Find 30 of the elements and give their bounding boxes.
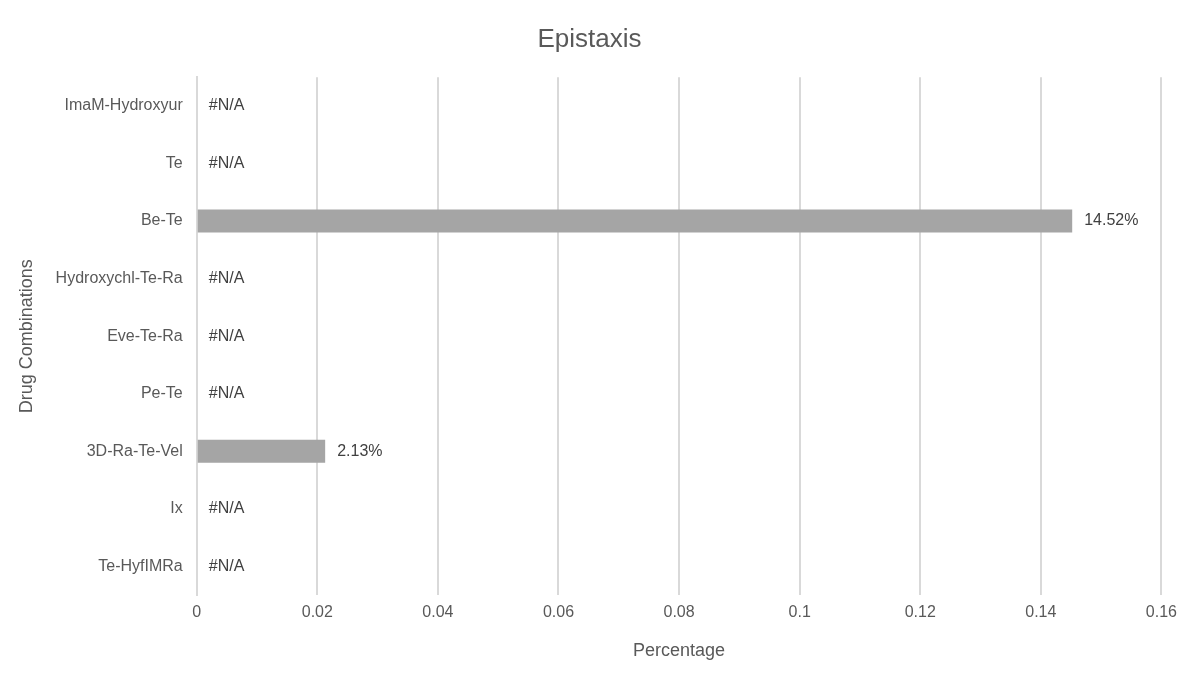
x-tick-label: 0 xyxy=(192,603,202,621)
y-tick-label: Pe-Te xyxy=(140,384,183,402)
x-tick-label: 0.1 xyxy=(788,603,811,621)
x-axis-title: Percentage xyxy=(633,640,726,661)
y-tick-label: Eve-Te-Ra xyxy=(107,326,183,344)
data-label: 2.13% xyxy=(337,441,383,459)
y-tick-label: Te xyxy=(165,153,183,171)
y-axis-title: Drug Combinations xyxy=(15,259,36,414)
x-tick-label: 0.06 xyxy=(542,603,575,621)
x-tick-label: 0.12 xyxy=(904,603,936,621)
x-tick-label: 0.02 xyxy=(301,603,333,621)
x-tick-label: 0.08 xyxy=(663,603,695,621)
text: #N/A xyxy=(208,269,245,287)
text: #N/A xyxy=(208,153,245,171)
y-tick-label: Ix xyxy=(170,499,183,517)
text: #N/A xyxy=(208,384,245,402)
text: #N/A xyxy=(208,556,245,574)
y-tick-label: Be-Te xyxy=(140,211,183,229)
data-label: 14.52% xyxy=(1084,211,1139,229)
x-tick-label: 0.04 xyxy=(422,603,454,621)
text: #N/A xyxy=(208,326,245,344)
y-tick-label: ImaM-Hydroxyur xyxy=(64,96,184,114)
text: #N/A xyxy=(208,499,245,517)
y-tick-label: Hydroxychl-Te-Ra xyxy=(55,269,183,287)
y-tick-label: 3D-Ra-Te-Vel xyxy=(86,441,183,459)
chart-title: Epistaxis xyxy=(537,22,642,53)
x-tick-label: 0.16 xyxy=(1145,603,1178,621)
text: #N/A xyxy=(208,96,245,114)
x-tick-label: 0.14 xyxy=(1025,603,1057,621)
y-tick-label: Te-HyfIMRa xyxy=(98,556,183,574)
